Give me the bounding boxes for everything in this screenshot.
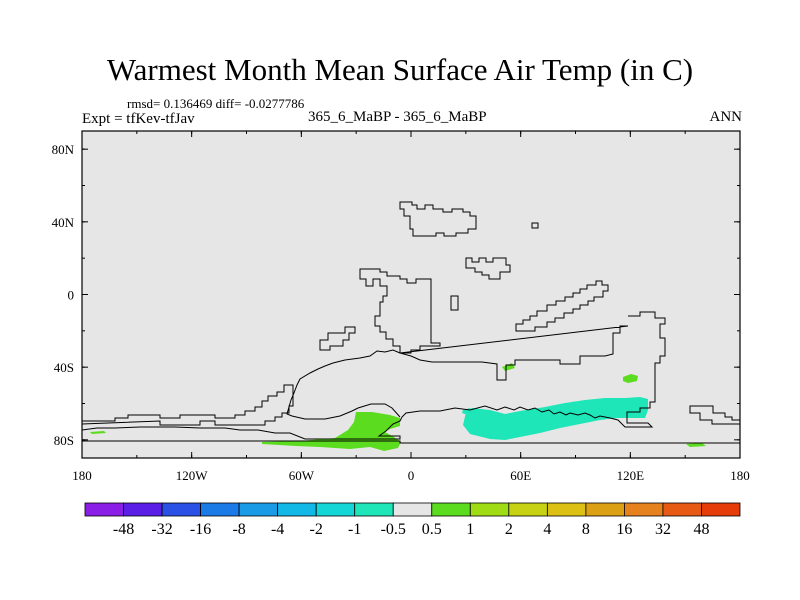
- y-tick-label: 80S: [54, 433, 74, 448]
- coastline-left-southern: [81, 384, 294, 426]
- latitude-axis: 80N 40N 0 40S 80S: [52, 142, 740, 448]
- colorbar-label: 48: [693, 521, 709, 538]
- x-tick-label: 180: [72, 468, 92, 483]
- colorbar-swatch: [277, 502, 317, 517]
- longitude-axis: 180 120W 60W 0 60E 120E 180: [72, 131, 750, 483]
- colorbar-label: -0.5: [381, 521, 406, 538]
- colorbar: -48 -32 -16 -8 -4 -2 -1 -0.5 0.5 1 2 4 8 16 32 48: [84, 502, 741, 538]
- center-label: 365_6_MaBP - 365_6_MaBP: [308, 109, 487, 125]
- coastline-central: [359, 268, 441, 354]
- colorbar-label: 2: [505, 521, 513, 538]
- anomaly-cool-region: [463, 397, 648, 440]
- x-tick-label: 60E: [510, 468, 531, 483]
- colorbar-swatch: [200, 502, 240, 517]
- coastline-europe: [399, 201, 477, 237]
- experiment-label: Expt = tfKev-tfJav: [82, 111, 195, 127]
- colorbar-swatch: [508, 502, 548, 517]
- colorbar-swatch: [701, 502, 741, 517]
- period-label: ANN: [709, 109, 743, 125]
- x-tick-label: 0: [408, 468, 415, 483]
- colorbar-swatch: [354, 502, 394, 517]
- colorbar-label: 8: [582, 521, 590, 538]
- coastline-east-long: [515, 280, 609, 332]
- colorbar-label: -8: [232, 521, 245, 538]
- colorbar-label: -16: [190, 521, 211, 538]
- coastline-asia-block: [465, 257, 511, 280]
- colorbar-swatch: [431, 502, 471, 517]
- colorbar-label: 0.5: [422, 521, 442, 538]
- map-title: Warmest Month Mean Surface Air Temp (in …: [106, 52, 694, 87]
- anomaly-warm-spot-4: [686, 443, 706, 447]
- coastline-right-edge: [689, 405, 740, 425]
- colorbar-swatch: [161, 502, 201, 517]
- colorbar-swatch: [624, 502, 664, 517]
- colorbar-swatch: [392, 502, 433, 517]
- coastlines: [81, 201, 740, 444]
- y-tick-label: 80N: [52, 142, 75, 157]
- colorbar-label: 16: [616, 521, 632, 538]
- colorbar-swatch: [662, 502, 702, 517]
- colorbar-label: -1: [348, 521, 361, 538]
- x-tick-label: 120E: [617, 468, 645, 483]
- x-tick-label: 120W: [176, 468, 209, 483]
- colorbar-label: -32: [151, 521, 172, 538]
- coastline-small-island: [450, 295, 459, 311]
- anomaly-warm-spot-3: [90, 431, 106, 434]
- colorbar-label: 32: [655, 521, 671, 538]
- anomaly-warm-spot-1: [623, 374, 638, 383]
- colorbar-swatch: [469, 502, 510, 517]
- y-tick-label: 40N: [52, 215, 75, 230]
- colorbar-label: -2: [310, 521, 323, 538]
- stats-label: rmsd= 0.136469 diff= -0.0277786: [127, 96, 305, 111]
- colorbar-swatch: [315, 502, 356, 517]
- colorbar-label: 4: [543, 521, 551, 538]
- coastline-south-america-hint: [319, 326, 356, 351]
- colorbar-swatch: [585, 502, 625, 517]
- colorbar-label: -4: [271, 521, 284, 538]
- coastline-right-southern: [81, 311, 740, 444]
- colorbar-swatch: [123, 502, 163, 517]
- colorbar-label: -48: [113, 521, 134, 538]
- colorbar-swatch: [238, 502, 279, 517]
- y-tick-label: 40S: [54, 360, 74, 375]
- y-tick-label: 0: [68, 288, 75, 303]
- colorbar-swatch: [84, 502, 124, 517]
- x-tick-label: 180: [730, 468, 750, 483]
- coastline-island: [531, 222, 539, 229]
- colorbar-swatch: [546, 502, 587, 517]
- colorbar-label: 1: [466, 521, 474, 538]
- x-tick-label: 60W: [289, 468, 315, 483]
